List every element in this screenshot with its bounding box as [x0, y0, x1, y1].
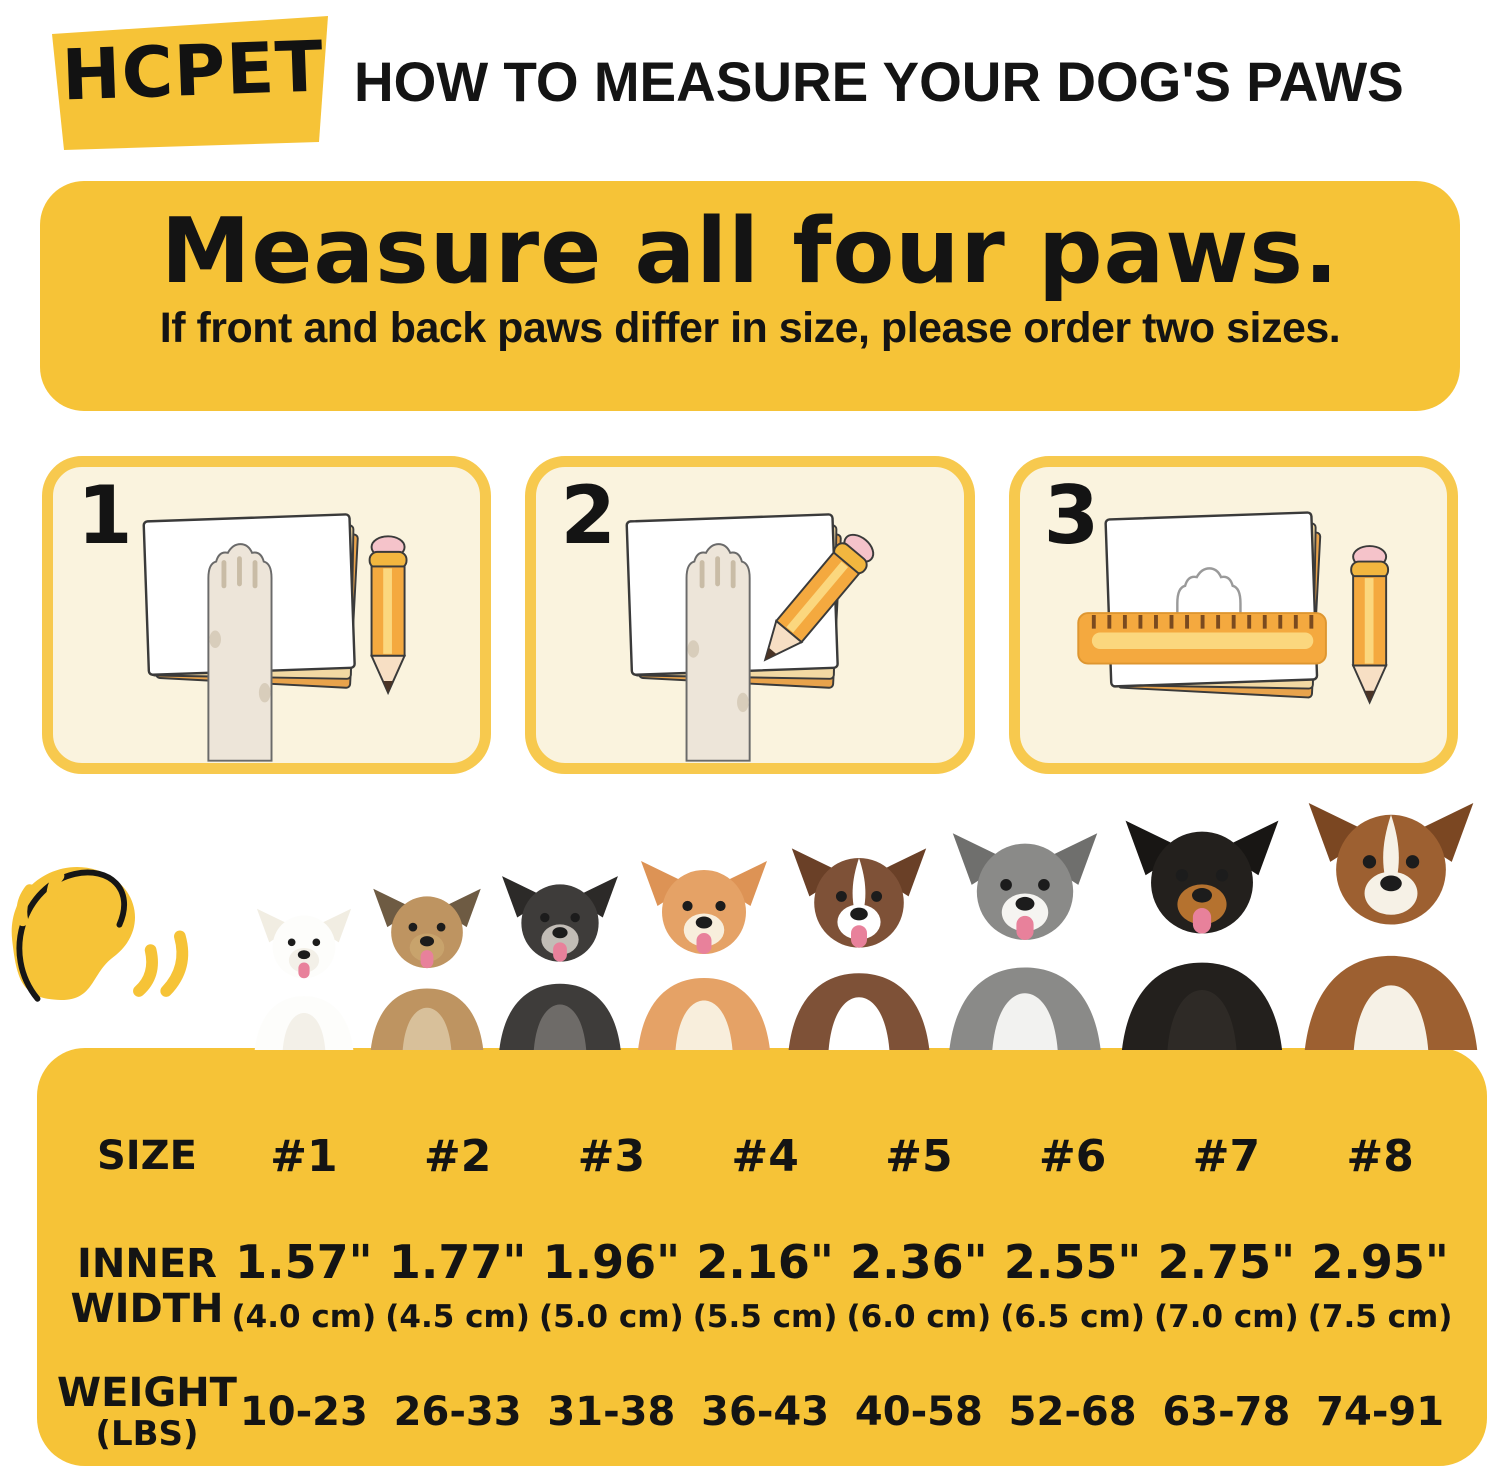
weight-label-line2: (LBS): [95, 1414, 199, 1455]
inner-width-row-label: INNER WIDTH: [67, 1212, 227, 1362]
size-value-3: #3: [577, 1130, 646, 1182]
banner-subheading: If front and back paws differ in size, p…: [159, 304, 1341, 353]
weight-row-label: WEIGHT (LBS): [57, 1362, 237, 1462]
brand-logo-text: HCPET: [60, 25, 326, 117]
weight-value-6: 52-68: [1008, 1389, 1137, 1435]
banner-heading: Measure all four paws.: [160, 199, 1340, 304]
pencil-tracing-paw-icon: [625, 513, 875, 762]
weight-value-3: 31-38: [547, 1389, 676, 1435]
step-number-3: 3: [1043, 469, 1100, 562]
weight-value-7: 63-78: [1162, 1389, 1291, 1435]
inner-width-value-2: 1.77" (4.5 cm): [385, 1235, 530, 1335]
inner-width-label-line1: INNER: [77, 1241, 217, 1288]
dog-photo-rottweiler: [1111, 796, 1293, 1050]
step-panel-2: 2: [525, 456, 975, 774]
dog-photo-yorkshire-terrier: [363, 880, 491, 1050]
paw-on-paper-icon: [142, 513, 408, 762]
dog-row-section: [0, 774, 1500, 1050]
weight-value-8: 74-91: [1316, 1389, 1445, 1435]
weight-value-2: 26-33: [393, 1389, 522, 1435]
inner-width-value-5: 2.36" (6.0 cm): [846, 1235, 992, 1335]
inner-width-value-1: 1.57" (4.0 cm): [231, 1235, 377, 1335]
dog-photo-bichon-frise: [245, 902, 363, 1050]
size-value-5: #5: [885, 1130, 953, 1182]
inner-width-value-8: 2.95" (7.5 cm): [1307, 1235, 1453, 1335]
size-value-7: #7: [1192, 1130, 1261, 1182]
dog-photo-alaskan-malamute: [939, 812, 1111, 1050]
weight-value-4: 36-43: [701, 1389, 830, 1435]
weight-value-5: 40-58: [854, 1389, 983, 1435]
weight-value-1: 10-23: [239, 1389, 368, 1435]
size-value-2: #2: [423, 1130, 492, 1182]
step-number-2: 2: [560, 469, 616, 562]
step-panel-1: 1: [42, 456, 492, 774]
inner-width-value-3: 1.96" (5.0 cm): [539, 1235, 684, 1335]
steps-row: 1: [42, 456, 1458, 774]
header: HCPET HOW TO MEASURE YOUR DOG'S PAWS: [0, 0, 1500, 156]
dog-photo-australian-shepherd: [779, 832, 939, 1050]
swoosh-decoration-icon: [11, 866, 189, 1002]
size-value-8: #8: [1346, 1130, 1414, 1182]
instruction-banner: Measure all four paws. If front and back…: [40, 181, 1460, 411]
size-chart-grid: SIZE #1 #2 #3 #4 #5 #6 #7 #8 INNER WIDTH…: [57, 1100, 1457, 1462]
weight-label-line1: WEIGHT: [57, 1369, 237, 1416]
inner-width-label-line2: WIDTH: [70, 1286, 224, 1332]
page-title: HOW TO MEASURE YOUR DOG'S PAWS: [354, 49, 1404, 113]
size-value-6: #6: [1038, 1130, 1107, 1182]
inner-width-value-7: 2.75" (7.0 cm): [1154, 1235, 1299, 1335]
inner-width-value-6: 2.55" (6.5 cm): [1000, 1235, 1145, 1335]
step-number-1: 1: [77, 469, 133, 562]
step-panel-3: 3: [1008, 456, 1458, 774]
dog-photo-miniature-schnauzer: [491, 864, 629, 1050]
ruler-measuring-outline-icon: [1076, 511, 1389, 705]
size-chart: SIZE #1 #2 #3 #4 #5 #6 #7 #8 INNER WIDTH…: [37, 1048, 1487, 1466]
size-value-1: #1: [270, 1130, 338, 1182]
brand-logo: HCPET: [38, 12, 338, 150]
dog-row: [245, 778, 1488, 1050]
brand-logo-background: [52, 16, 328, 150]
dog-photo-shiba-inu: [629, 846, 779, 1050]
size-row-label: SIZE: [96, 1132, 198, 1179]
dog-photo-saint-bernard: [1293, 778, 1489, 1050]
inner-width-value-4: 2.16" (5.5 cm): [692, 1235, 838, 1335]
size-value-4: #4: [731, 1130, 799, 1182]
